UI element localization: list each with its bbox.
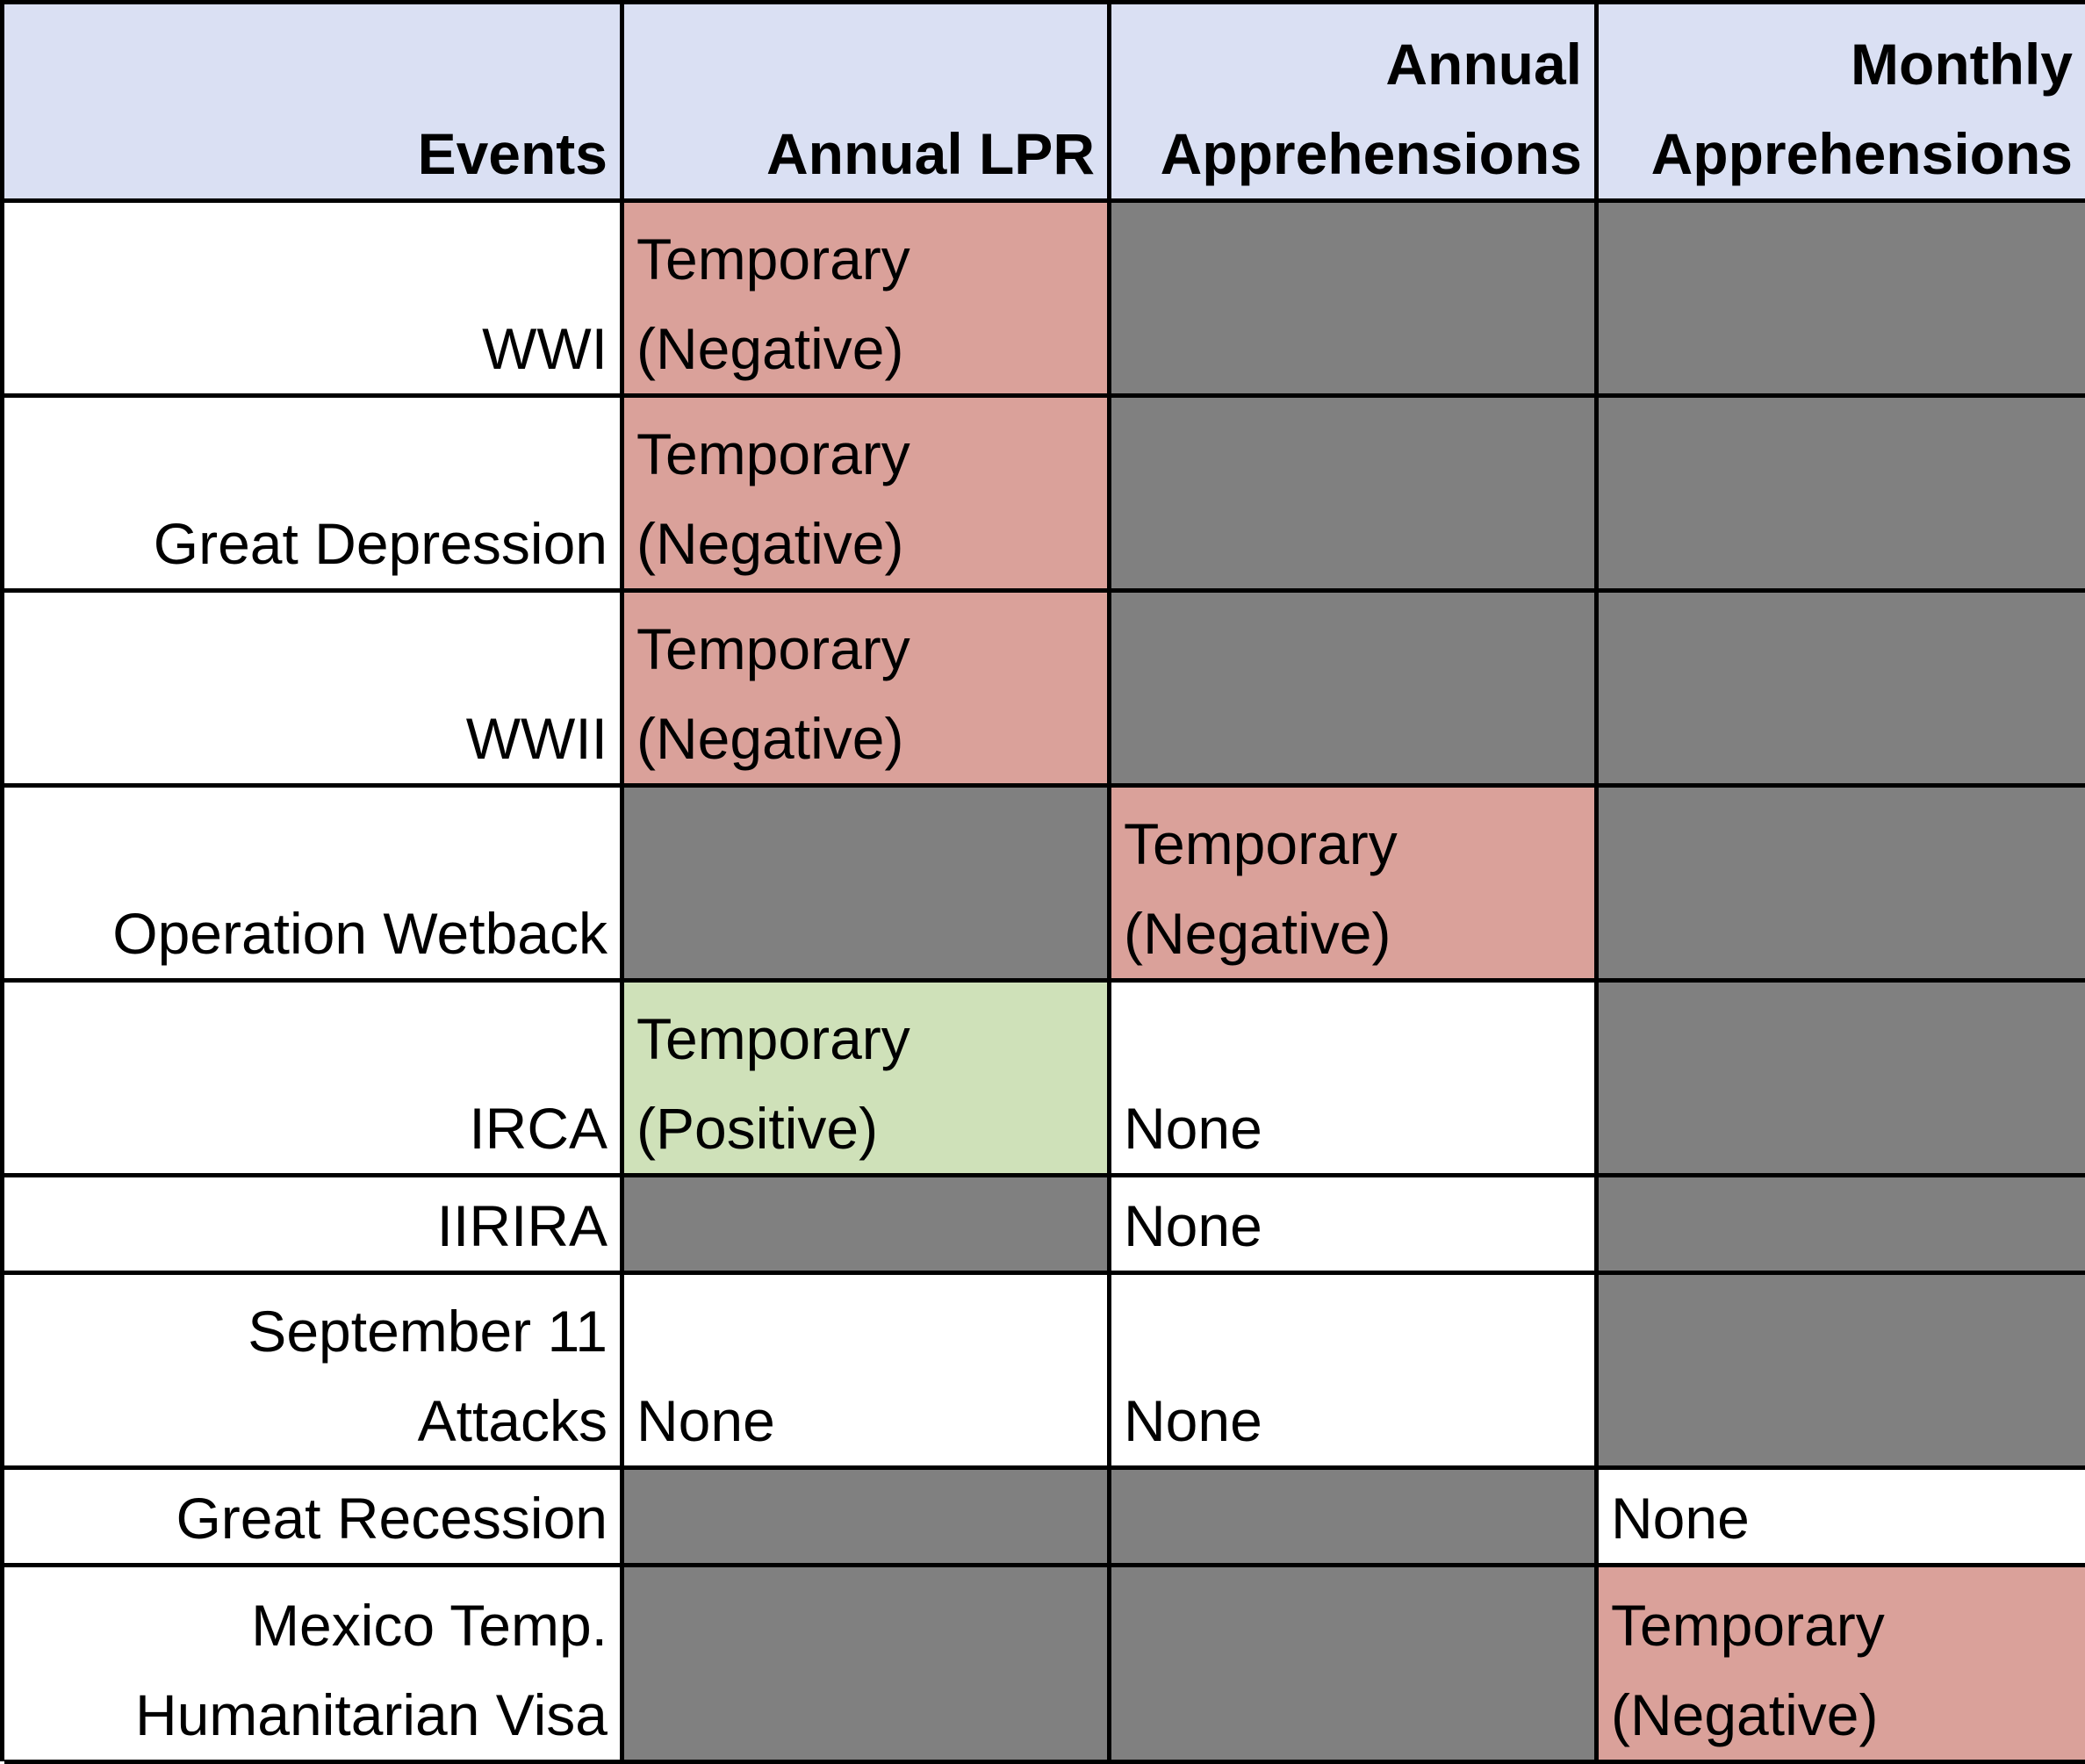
monthly-apprehensions-cell bbox=[1599, 1177, 2085, 1275]
effect-label: (Positive) bbox=[636, 1096, 879, 1161]
event-cell: Operation Wetback bbox=[4, 788, 624, 983]
event-label: September 11 bbox=[248, 1299, 608, 1364]
event-label: Humanitarian Visa bbox=[134, 1682, 608, 1747]
annual-apprehensions-cell bbox=[1111, 593, 1599, 788]
effect-label: Temporary bbox=[1124, 811, 1398, 876]
annual-apprehensions-cell: None bbox=[1111, 983, 1599, 1177]
annual-lpr-cell: Temporary (Negative) bbox=[624, 203, 1111, 398]
monthly-apprehensions-cell bbox=[1599, 398, 2085, 593]
effect-label: (Negative) bbox=[1124, 901, 1391, 966]
event-label: WWI bbox=[482, 316, 608, 381]
event-cell: WWII bbox=[4, 593, 624, 788]
annual-apprehensions-cell: Temporary (Negative) bbox=[1111, 788, 1599, 983]
monthly-apprehensions-cell: None bbox=[1599, 1470, 2085, 1567]
monthly-apprehensions-cell: Temporary (Negative) bbox=[1599, 1567, 2085, 1764]
header-monthly-apprehensions-line-1: Monthly bbox=[1851, 32, 2073, 97]
event-cell: WWI bbox=[4, 203, 624, 398]
header-annual-apprehensions-line-2: Apprehensions bbox=[1160, 121, 1582, 186]
event-label: Great Depression bbox=[153, 511, 608, 576]
event-cell: Great Recession bbox=[4, 1470, 624, 1567]
effect-label: (Negative) bbox=[636, 316, 904, 381]
annual-apprehensions-cell: None bbox=[1111, 1177, 1599, 1275]
header-annual-lpr-line-1: Annual LPR bbox=[766, 121, 1095, 186]
annual-lpr-cell: Temporary (Positive) bbox=[624, 983, 1111, 1177]
event-cell: IRCA bbox=[4, 983, 624, 1177]
annual-apprehensions-cell bbox=[1111, 203, 1599, 398]
event-label: Great Recession bbox=[176, 1486, 608, 1551]
effect-label: None bbox=[636, 1388, 775, 1453]
effect-label: (Negative) bbox=[636, 511, 904, 576]
event-cell: Great Depression bbox=[4, 398, 624, 593]
effect-label: None bbox=[1124, 1096, 1262, 1161]
monthly-apprehensions-cell bbox=[1599, 593, 2085, 788]
event-label: IIRIRA bbox=[436, 1193, 608, 1258]
header-annual-apprehensions-line-1: Annual bbox=[1385, 32, 1582, 97]
annual-lpr-cell bbox=[624, 1177, 1111, 1275]
header-annual-lpr: Annual LPR bbox=[624, 4, 1111, 203]
effect-label: Temporary bbox=[636, 227, 910, 292]
annual-lpr-cell bbox=[624, 1470, 1111, 1567]
event-label: IRCA bbox=[469, 1096, 608, 1161]
header-monthly-apprehensions-line-2: Apprehensions bbox=[1650, 121, 2073, 186]
effect-label: (Negative) bbox=[1611, 1682, 1879, 1747]
header-monthly-apprehensions: Monthly Apprehensions bbox=[1599, 4, 2085, 203]
annual-lpr-cell bbox=[624, 1567, 1111, 1764]
annual-apprehensions-cell bbox=[1111, 1470, 1599, 1567]
annual-apprehensions-cell bbox=[1111, 1567, 1599, 1764]
header-annual-apprehensions: Annual Apprehensions bbox=[1111, 4, 1599, 203]
header-events-line-1: Events bbox=[417, 121, 608, 186]
header-events: Events bbox=[4, 4, 624, 203]
event-label: Operation Wetback bbox=[112, 901, 608, 966]
annual-lpr-cell bbox=[624, 788, 1111, 983]
effect-label: None bbox=[1124, 1193, 1262, 1258]
monthly-apprehensions-cell bbox=[1599, 1275, 2085, 1470]
effect-label: None bbox=[1124, 1388, 1262, 1453]
event-cell: IIRIRA bbox=[4, 1177, 624, 1275]
event-label: Attacks bbox=[417, 1388, 608, 1453]
event-cell: September 11 Attacks bbox=[4, 1275, 624, 1470]
effect-label: Temporary bbox=[636, 1006, 910, 1071]
effect-label: (Negative) bbox=[636, 706, 904, 771]
event-cell: Mexico Temp. Humanitarian Visa bbox=[4, 1567, 624, 1764]
effect-label: Temporary bbox=[636, 616, 910, 681]
effect-label: None bbox=[1611, 1486, 1750, 1551]
annual-lpr-cell: Temporary (Negative) bbox=[624, 398, 1111, 593]
annual-apprehensions-cell: None bbox=[1111, 1275, 1599, 1470]
annual-lpr-cell: Temporary (Negative) bbox=[624, 593, 1111, 788]
event-label: Mexico Temp. bbox=[251, 1593, 608, 1658]
effect-label: Temporary bbox=[1611, 1593, 1885, 1658]
annual-lpr-cell: None bbox=[624, 1275, 1111, 1470]
monthly-apprehensions-cell bbox=[1599, 203, 2085, 398]
monthly-apprehensions-cell bbox=[1599, 983, 2085, 1177]
monthly-apprehensions-cell bbox=[1599, 788, 2085, 983]
annual-apprehensions-cell bbox=[1111, 398, 1599, 593]
effect-label: Temporary bbox=[636, 421, 910, 486]
event-label: WWII bbox=[465, 706, 608, 771]
